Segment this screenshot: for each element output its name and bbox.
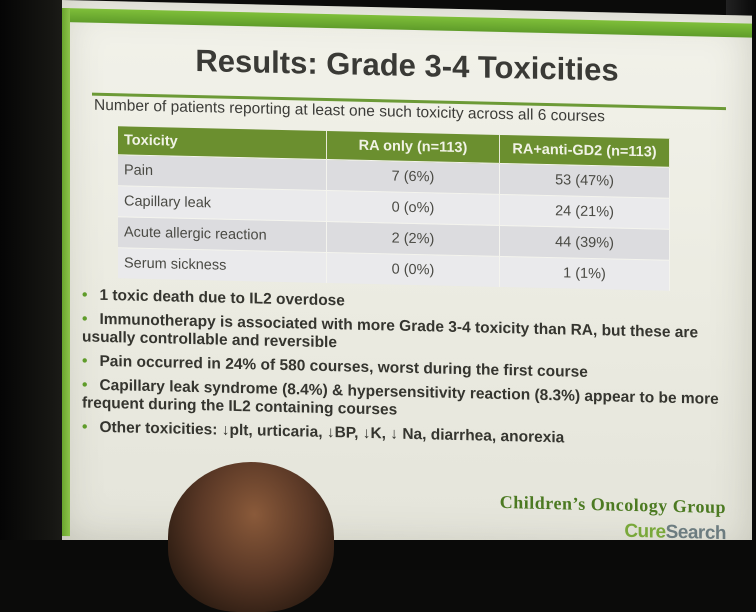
bullet-item: • Immunotherapy is associated with more G…: [82, 310, 732, 361]
cell-ra-anti-gd2: 53 (47%): [499, 163, 670, 199]
bullet-dot-icon: •: [82, 352, 88, 370]
slide-title: Results: Grade 3-4 Toxicities: [195, 43, 619, 88]
cell-ra-only: 0 (0%): [326, 252, 500, 287]
childrens-oncology-group-logo-text: Children’s Oncology Group: [499, 491, 726, 518]
header-ra-anti-gd2: RA+anti-GD2 (n=113): [499, 134, 670, 168]
bullet-text: Immunotherapy is associated with more Gr…: [82, 310, 699, 352]
bullet-dot-icon: •: [82, 286, 88, 304]
bullet-list: • 1 toxic death due to IL2 overdose • Immu…: [82, 286, 732, 457]
cell-ra-anti-gd2: 24 (21%): [499, 194, 670, 230]
bullet-text: Pain occurred in 24% of 580 courses, wor…: [99, 352, 588, 381]
cell-ra-only: 0 (o%): [326, 190, 500, 226]
cell-toxicity: Acute allergic reaction: [118, 216, 327, 253]
cell-toxicity: Pain: [118, 154, 327, 191]
bullet-text: Other toxicities: ↓plt, urticaria, ↓BP, …: [99, 418, 565, 447]
audience-head-silhouette: [168, 462, 334, 612]
bullet-dot-icon: •: [82, 376, 88, 394]
header-ra-only: RA only (n=113): [326, 131, 500, 164]
cell-toxicity: Capillary leak: [118, 185, 327, 222]
slide-top-accent-bar: [62, 8, 752, 38]
slide-left-accent-bar: [62, 8, 70, 537]
bullet-item: • Capillary leak syndrome (8.4%) & hypers…: [82, 376, 732, 427]
toxicity-table: Toxicity RA only (n=113) RA+anti-GD2 (n=…: [118, 126, 670, 291]
cell-toxicity: Serum sickness: [118, 247, 327, 284]
cell-ra-anti-gd2: 1 (1%): [499, 256, 670, 291]
bullet-text: 1 toxic death due to IL2 overdose: [99, 286, 345, 310]
bullet-dot-icon: •: [82, 310, 88, 328]
bullet-text: Capillary leak syndrome (8.4%) & hyperse…: [82, 376, 719, 419]
bullet-dot-icon: •: [82, 418, 88, 436]
presentation-slide: Results: Grade 3-4 Toxicities Number of …: [62, 0, 752, 556]
cell-ra-anti-gd2: 44 (39%): [499, 225, 670, 261]
cell-ra-only: 2 (2%): [326, 221, 500, 257]
room-background-left: [0, 0, 70, 570]
stage-bottom-dark: [0, 540, 756, 570]
cell-ra-only: 7 (6%): [326, 159, 500, 195]
